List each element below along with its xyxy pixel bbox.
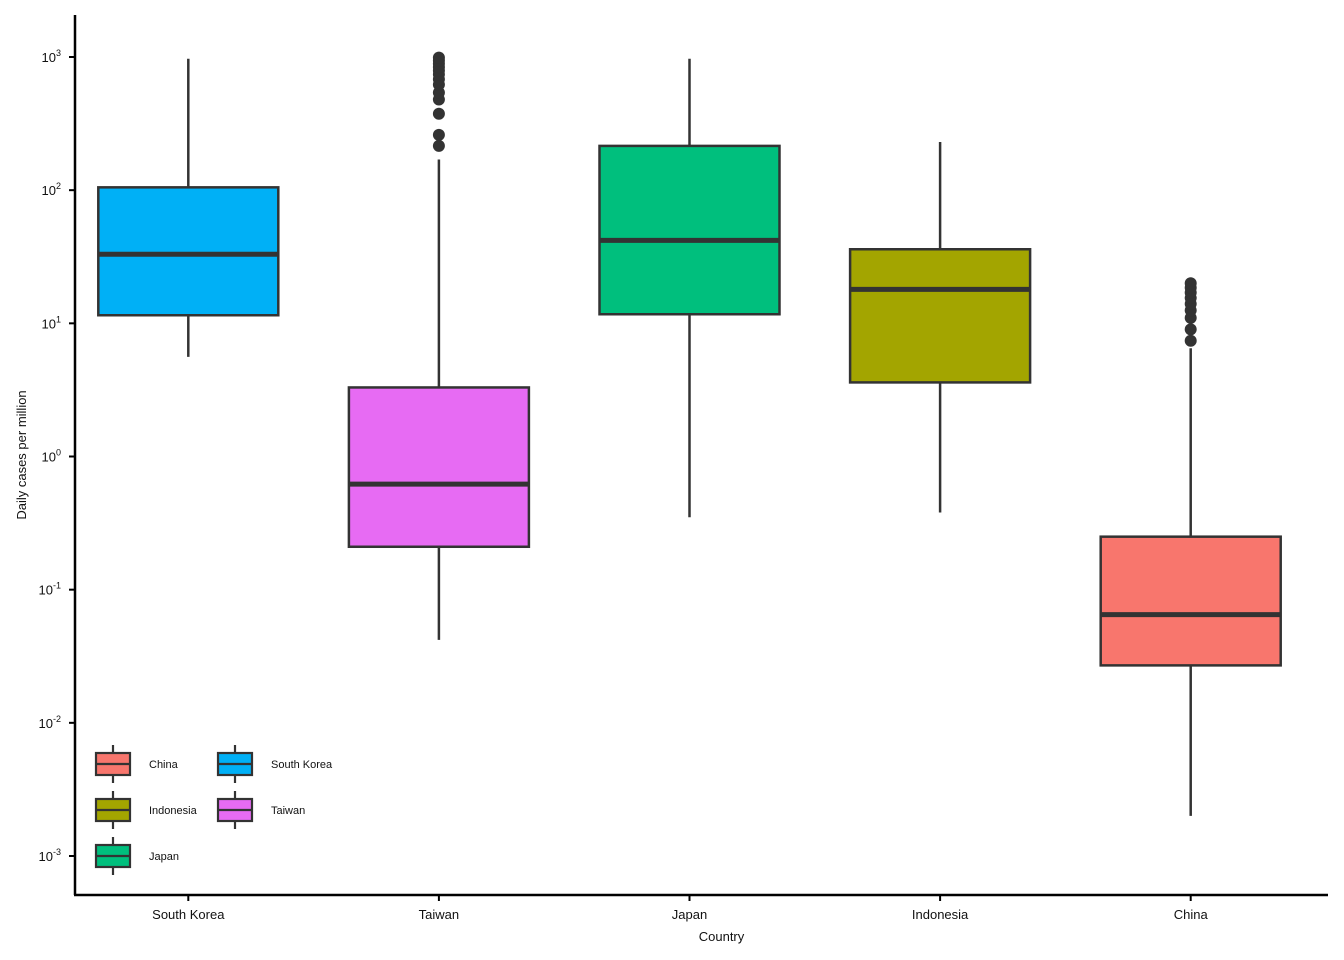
legend: China South Korea Indonesia Taiwan Japan	[94, 745, 333, 875]
legend-item: Taiwan	[216, 791, 305, 829]
x-ticks: South Korea Taiwan Japan Indonesia China	[152, 895, 1208, 922]
box-china	[1099, 277, 1282, 816]
box-south-korea	[97, 58, 280, 357]
box-indonesia	[848, 141, 1032, 513]
y-tick-label: 101	[42, 314, 61, 331]
legend-label: China	[149, 759, 179, 771]
box-iqr	[97, 186, 280, 317]
y-ticks: 10-3 10-2 10-1 100 101 102 103	[39, 48, 75, 864]
y-tick-label: 10-1	[39, 581, 61, 598]
outlier-point	[432, 139, 445, 152]
outlier-point	[1184, 277, 1197, 290]
x-tick-label: Indonesia	[912, 907, 969, 922]
legend-label: Japan	[149, 851, 179, 863]
x-tick-label: China	[1174, 907, 1209, 922]
outlier-point	[432, 128, 445, 141]
outlier-point	[1184, 323, 1197, 336]
outlier-point	[432, 107, 445, 120]
legend-item: Indonesia	[94, 791, 198, 829]
box-iqr	[848, 248, 1032, 384]
legend-label: South Korea	[271, 759, 333, 771]
axes-layer	[73, 15, 1328, 897]
y-tick-label: 100	[42, 448, 61, 465]
legend-item: China	[94, 745, 179, 783]
y-tick-label: 10-3	[39, 847, 61, 864]
box-iqr	[347, 386, 531, 549]
box-iqr	[1099, 535, 1282, 667]
boxes-layer	[97, 51, 1282, 816]
legend-label: Taiwan	[271, 805, 305, 817]
y-axis-title: Daily cases per million	[14, 390, 29, 519]
x-tick-label: South Korea	[152, 907, 225, 922]
y-tick-label: 103	[42, 48, 61, 65]
outlier-point	[1184, 334, 1197, 347]
box-taiwan	[347, 51, 531, 640]
x-tick-label: Taiwan	[419, 907, 459, 922]
y-tick-label: 10-2	[39, 714, 61, 731]
box-japan	[598, 58, 781, 518]
x-tick-label: Japan	[672, 907, 707, 922]
box-iqr	[598, 144, 781, 316]
x-axis-title: Country	[699, 929, 745, 944]
outlier-point	[432, 51, 445, 64]
legend-item: South Korea	[216, 745, 333, 783]
y-tick-label: 102	[42, 181, 61, 198]
legend-label: Indonesia	[149, 805, 198, 817]
legend-item: Japan	[94, 837, 179, 875]
